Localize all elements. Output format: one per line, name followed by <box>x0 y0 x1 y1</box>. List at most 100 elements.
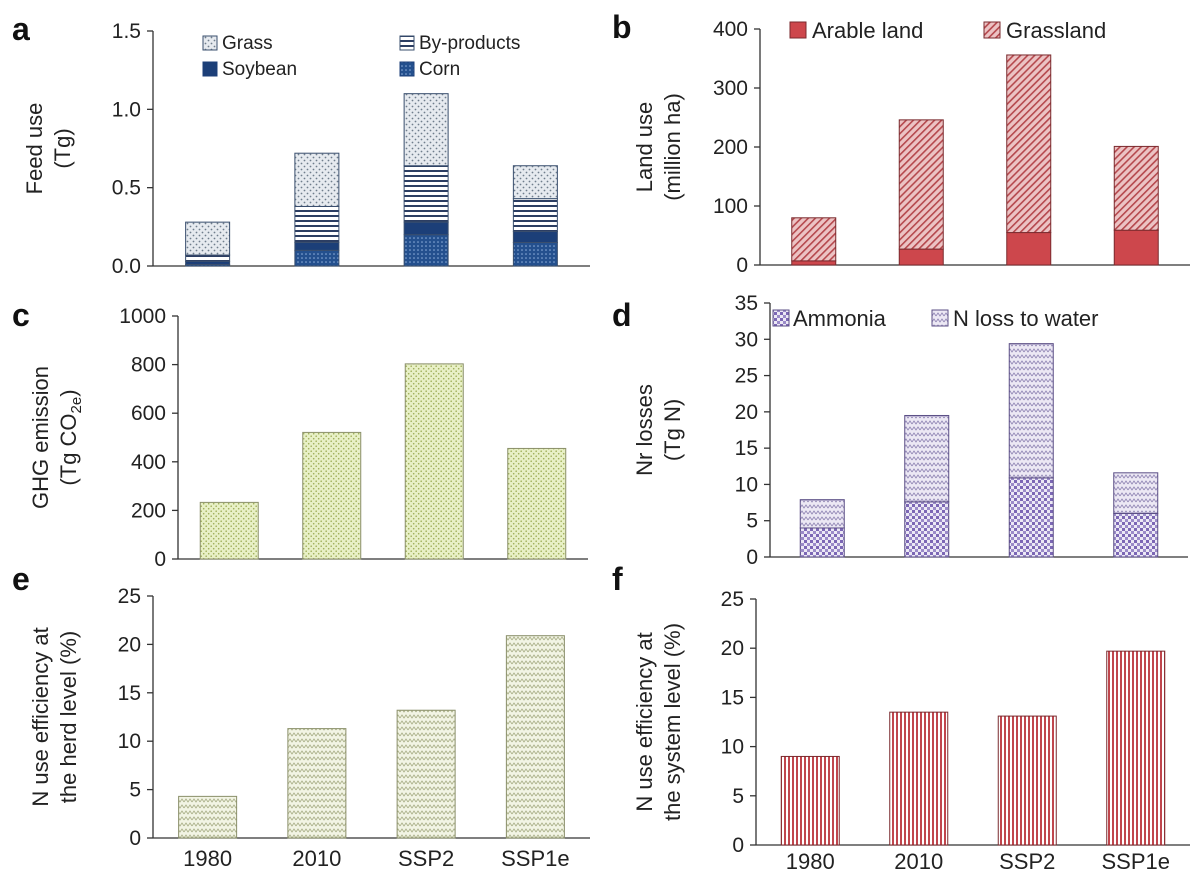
bar-ammonia-ssp2 <box>1008 477 1054 558</box>
y-tick-label: 20 <box>721 637 744 660</box>
bar-value-1980 <box>780 755 840 846</box>
panel-a: a 0.0 0.5 1.0 1.5 Feed use (Tg) <box>12 11 590 278</box>
y-tick-label: 30 <box>735 328 758 351</box>
y-axis-title: N use efficiency at the herd level (%) <box>28 627 81 806</box>
legend-label-soybean: Soybean <box>222 59 297 80</box>
y-tick-label: 0 <box>746 546 758 569</box>
bar-n-loss-to-water-ssp2 <box>1008 343 1054 479</box>
bar-value-ssp1e <box>505 635 565 839</box>
y-axis-title: Land use (million ha) <box>632 93 685 201</box>
bar-value-ssp2 <box>396 709 456 839</box>
panel-letter-a: a <box>12 11 30 47</box>
y-tick-label: 35 <box>735 292 758 315</box>
y-tick-label: 25 <box>118 585 141 608</box>
y-tick-label: 400 <box>713 18 748 41</box>
y-tick-label: 0 <box>732 834 744 857</box>
panel-c: c 0 200 400 600 800 1000 GHG emission (Tg CO2e) <box>12 297 588 571</box>
y-axis-title: Feed use (Tg) <box>22 103 75 195</box>
y-tick-label: 1000 <box>119 305 166 328</box>
bar-value-ssp1e <box>1106 650 1166 846</box>
y-axis-title-line2-main: (Tg CO <box>56 413 81 485</box>
y-axis-title-line1: Land use <box>632 102 657 193</box>
y-tick-label: 0 <box>154 548 166 571</box>
y-axis-title-line1: Feed use <box>22 103 47 195</box>
x-tick-label-ssp2: SSP2 <box>999 849 1055 873</box>
y-tick-label: 15 <box>735 437 758 460</box>
y-axis-title-line2: the herd level (%) <box>56 631 81 803</box>
y-axis-title-line2: (Tg N) <box>660 399 685 461</box>
y-tick-label: 5 <box>732 785 744 808</box>
y-tick-label: 25 <box>735 365 758 388</box>
bar-arable-land-1980 <box>791 260 837 266</box>
y-axis-title-line1: Nr losses <box>632 384 657 476</box>
y-tick-label: 10 <box>118 730 141 753</box>
legend-label-ammonia: Ammonia <box>793 306 887 331</box>
y-axis-title-line1: N use efficiency at <box>632 632 657 811</box>
bar-arable-land-ssp1e <box>1113 229 1159 266</box>
bar-n-loss-to-water-2010 <box>904 414 950 503</box>
y-tick-label: 5 <box>746 510 758 533</box>
legend-label-by-products: By-products <box>419 33 520 54</box>
x-tick-label-2010: 2010 <box>292 846 341 871</box>
y-tick-label: 15 <box>118 682 141 705</box>
y-axis-title: Nr losses (Tg N) <box>632 384 685 476</box>
bar-grassland-ssp1e <box>1113 145 1159 231</box>
y-axis-title-close: ) <box>56 389 81 396</box>
legend-swatch-soybean <box>202 61 218 77</box>
y-tick-label: 0.0 <box>112 255 141 278</box>
bar-value-ssp1e <box>507 447 567 560</box>
y-axis-title-line2: (Tg) <box>50 128 75 168</box>
legend-swatch-ammonia <box>772 309 790 327</box>
bar-grassland-1980 <box>791 217 837 262</box>
y-tick-label: 0 <box>129 827 141 850</box>
y-axis-title-line2: (million ha) <box>660 93 685 201</box>
panel-b: b 0 100 200 300 400 Land use (million ha) <box>612 9 1190 277</box>
bar-grass-2010 <box>294 152 340 207</box>
legend-swatch-grassland <box>983 21 1001 39</box>
y-axis-title: GHG emission (Tg CO2e) <box>28 366 85 509</box>
bar-arable-land-2010 <box>898 248 944 266</box>
bar-grassland-2010 <box>898 119 944 250</box>
bar-grass-ssp2 <box>403 93 449 167</box>
bar-grass-1980 <box>185 221 231 256</box>
panel-d: d 0 5 10 15 20 25 30 35 Nr losses (Tg N) <box>612 292 1188 569</box>
y-tick-label: 0.5 <box>112 177 141 200</box>
legend-label-grassland: Grassland <box>1006 18 1106 43</box>
y-axis-title-line2: the system level (%) <box>660 623 685 821</box>
legend-swatch-by-products <box>399 35 415 51</box>
y-axis-title: N use efficiency at the system level (%) <box>632 623 685 821</box>
bar-corn-2010 <box>294 249 340 267</box>
y-axis-title-line2: (Tg CO2e) <box>56 389 85 485</box>
legends: Grass By-products Soybean Corn Arable land Gr… <box>202 18 1106 331</box>
panel-letter-f: f <box>612 561 623 597</box>
y-tick-label: 100 <box>713 195 748 218</box>
x-tick-label-ssp2: SSP2 <box>398 846 454 871</box>
legend-label-arable-land: Arable land <box>812 18 923 43</box>
bar-ammonia-1980 <box>799 527 845 558</box>
legend-swatch-arable-land <box>789 21 807 39</box>
legend-swatch-n-loss-to-water <box>931 309 949 327</box>
bar-by-products-ssp2 <box>403 165 449 223</box>
bar-value-ssp2 <box>404 363 464 560</box>
legend-label-n-loss-to-water: N loss to water <box>953 306 1099 331</box>
panel-letter-e: e <box>12 561 30 597</box>
bar-value-1980 <box>178 795 238 839</box>
y-tick-label: 600 <box>131 402 166 425</box>
panel-e: e 0 5 10 15 20 25 N use efficiency at the herd l… <box>12 561 590 871</box>
bar-soybean-2010 <box>294 242 340 251</box>
legend-label-corn: Corn <box>419 59 460 80</box>
bar-ammonia-ssp1e <box>1113 512 1159 558</box>
y-tick-label: 5 <box>129 779 141 802</box>
y-tick-label: 200 <box>713 136 748 159</box>
bar-by-products-1980 <box>185 254 231 262</box>
legend-swatch-corn <box>399 61 415 77</box>
x-tick-label-1980: 1980 <box>183 846 232 871</box>
y-tick-label: 1.5 <box>112 20 141 43</box>
bar-corn-ssp1e <box>512 242 558 267</box>
x-tick-label-ssp1e: SSP1e <box>501 846 570 871</box>
bar-n-loss-to-water-ssp1e <box>1113 472 1159 514</box>
x-tick-label-1980: 1980 <box>786 849 835 873</box>
bar-grass-ssp1e <box>512 165 558 200</box>
